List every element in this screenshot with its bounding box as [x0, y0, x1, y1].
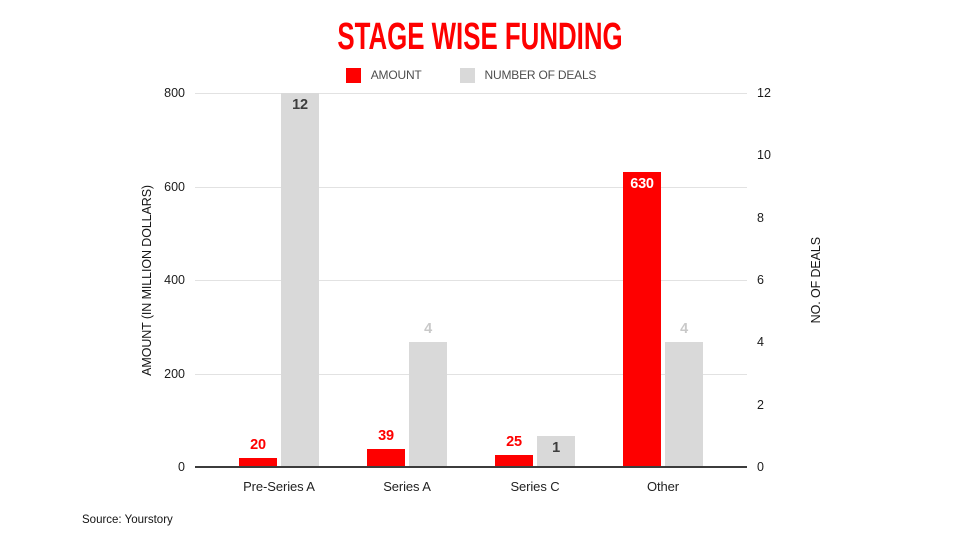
chart-title: STAGE WISE FUNDING: [337, 16, 623, 58]
bar-amount-series-a: [367, 448, 405, 467]
bar-label-number-of-deals-series-c: 1: [552, 439, 560, 456]
gridline-800: [195, 93, 747, 94]
bar-label-number-of-deals-other: 4: [680, 321, 688, 338]
tick-right-12: 12: [757, 86, 771, 100]
category-label-pre-series-a: Pre-Series A: [243, 479, 315, 494]
bar-number-of-deals-series-c: [537, 435, 575, 467]
bar-label-amount-pre-series-a: 20: [250, 436, 266, 453]
tick-right-4: 4: [757, 335, 764, 350]
bar-label-number-of-deals-pre-series-a: 12: [292, 97, 308, 113]
legend-label-number-of-deals: NUMBER OF DEALS: [484, 68, 597, 82]
x-axis-baseline: [195, 466, 747, 468]
bar-label-amount-other: 630: [630, 176, 654, 193]
legend-item-amount: AMOUNT: [345, 67, 422, 83]
tick-left-600: 600: [164, 179, 185, 194]
legend-swatch-amount: [345, 67, 361, 83]
bar-label-amount-series-c: 25: [506, 434, 522, 451]
bar-label-amount-series-a: 39: [378, 427, 394, 444]
category-label-series-a: Series A: [383, 479, 431, 494]
tick-right-10: 10: [757, 148, 771, 163]
tick-left-200: 200: [164, 366, 185, 381]
category-label-other: Other: [646, 479, 679, 494]
tick-right-2: 2: [757, 397, 764, 412]
tick-left-0: 0: [178, 460, 185, 474]
bar-amount-series-c: [495, 455, 533, 467]
tick-right-0: 0: [757, 460, 764, 474]
gridline-600: [195, 186, 747, 188]
tick-right-6: 6: [757, 273, 764, 287]
source-text: Source: Yourstory: [82, 514, 173, 526]
category-label-series-c: Series C: [510, 479, 560, 494]
bar-number-of-deals-other: [665, 342, 703, 467]
gridline-400: [195, 280, 747, 281]
legend-label-amount: AMOUNT: [370, 68, 422, 82]
legend-swatch-number-of-deals: [459, 67, 475, 83]
bar-number-of-deals-pre-series-a: [281, 93, 319, 467]
gridline-200: [195, 373, 747, 375]
bar-label-number-of-deals-series-a: 4: [424, 321, 432, 338]
bar-amount-other: [623, 172, 661, 467]
bar-number-of-deals-series-a: [409, 342, 447, 467]
legend: AMOUNT NUMBER OF DEALS: [195, 64, 747, 86]
tick-right-8: 8: [757, 210, 764, 225]
tick-left-800: 800: [164, 86, 185, 100]
bar-amount-pre-series-a: [239, 457, 277, 467]
legend-item-number-of-deals: NUMBER OF DEALS: [459, 67, 597, 83]
tick-left-400: 400: [164, 273, 185, 287]
